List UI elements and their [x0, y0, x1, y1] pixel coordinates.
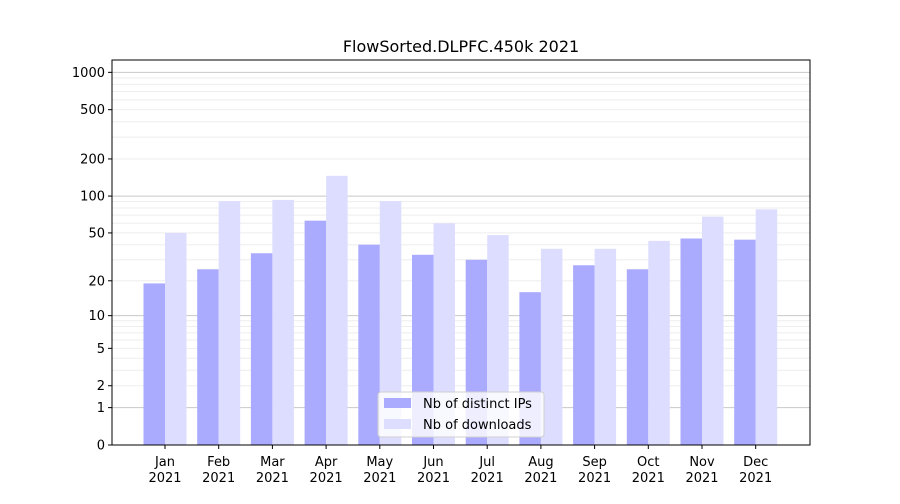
bar-ips — [143, 283, 165, 445]
bar-downloads — [272, 199, 294, 445]
bar-ips — [358, 244, 380, 445]
x-tick-label: 2021 — [739, 471, 772, 486]
x-tick-label: 2021 — [578, 471, 611, 486]
legend: Nb of distinct IPs Nb of downloads — [377, 391, 545, 438]
x-tick-label: 2021 — [524, 471, 557, 486]
x-tick-label: 2021 — [685, 471, 718, 486]
x-tick-label: Feb — [207, 455, 230, 470]
y-tick-label: 500 — [80, 103, 105, 118]
x-tick-label: Aug — [528, 455, 553, 470]
x-tick-label: 2021 — [471, 471, 504, 486]
bar-downloads — [218, 201, 241, 445]
x-tick-label: Apr — [315, 455, 338, 470]
x-tick-label: 2021 — [632, 471, 665, 486]
bar-downloads — [326, 175, 348, 445]
y-tick-label: 0 — [97, 439, 105, 454]
legend-label: Nb of downloads — [423, 418, 532, 433]
y-tick-label: 1 — [97, 401, 105, 416]
bar-ips — [680, 238, 702, 445]
bar-downloads — [379, 201, 402, 445]
y-tick-label: 1000 — [72, 66, 105, 81]
x-axis: Jan2021Feb2021Mar2021Apr2021May2021Jun20… — [148, 445, 772, 486]
legend-box — [377, 391, 545, 438]
y-tick-label: 20 — [88, 274, 105, 289]
x-tick-label: 2021 — [256, 471, 289, 486]
bar-downloads — [433, 223, 455, 445]
bar-ips — [304, 220, 327, 445]
y-tick-label: 200 — [80, 152, 105, 167]
chart-title: FlowSorted.DLPFC.450k 2021 — [343, 37, 579, 56]
bar-ips — [626, 269, 649, 445]
y-tick-label: 50 — [88, 226, 105, 241]
x-tick-label: 2021 — [417, 471, 450, 486]
plot-frame — [111, 59, 811, 446]
bar-ips — [734, 239, 756, 445]
x-tick-label: 2021 — [148, 471, 181, 486]
x-tick-label: 2021 — [202, 471, 235, 486]
x-tick-label: Jan — [154, 455, 175, 470]
x-tick-label: Sep — [582, 455, 607, 470]
legend-swatch — [384, 419, 411, 429]
x-tick-label: Nov — [689, 455, 715, 470]
x-tick-label: 2021 — [363, 471, 396, 486]
bar-downloads — [702, 216, 724, 445]
x-tick-label: Mar — [260, 455, 285, 470]
x-tick-label: May — [366, 455, 393, 470]
y-tick-label: 10 — [88, 309, 105, 324]
bar-downloads — [594, 248, 617, 445]
y-tick-label: 5 — [97, 342, 105, 357]
bar-downloads — [648, 240, 670, 445]
x-tick-label: Jun — [422, 455, 443, 470]
x-tick-label: Dec — [743, 455, 768, 470]
y-axis: 0 1 2 5 10 20 50 100 200 500 1000 — [72, 66, 112, 454]
bar-downloads — [755, 209, 778, 445]
y-tick-label: 100 — [80, 190, 105, 205]
bar-ips — [573, 265, 595, 445]
legend-label: Nb of distinct IPs — [423, 397, 532, 412]
legend-swatch — [384, 398, 411, 408]
bar-downloads — [165, 232, 187, 445]
bar-ips — [197, 269, 219, 445]
y-tick-label: 2 — [97, 379, 105, 394]
x-tick-label: Jul — [478, 455, 495, 470]
bar-ips — [250, 253, 273, 445]
bar-downloads — [540, 248, 563, 445]
x-tick-label: Oct — [637, 455, 659, 470]
x-tick-label: 2021 — [310, 471, 343, 486]
